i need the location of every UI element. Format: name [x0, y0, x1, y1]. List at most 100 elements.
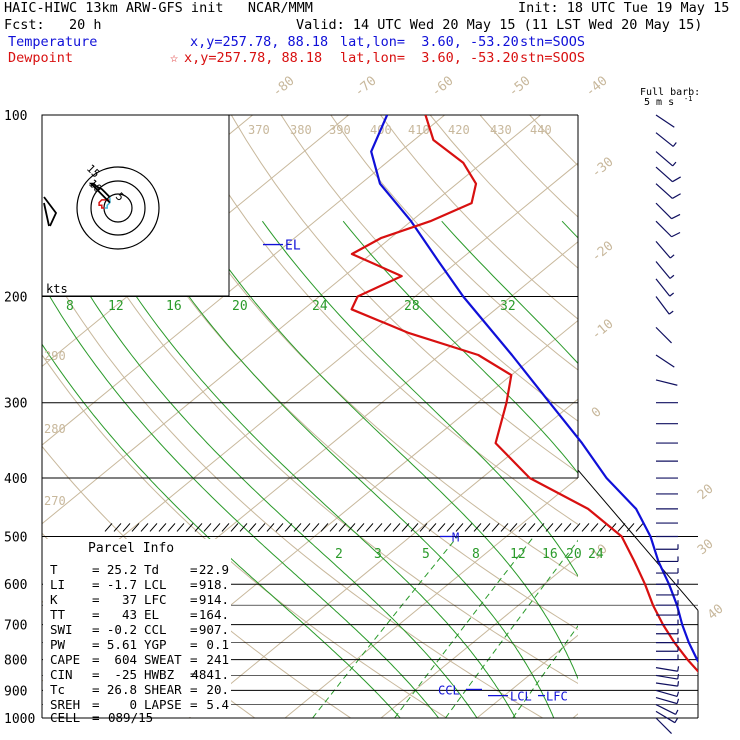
wind-barb — [655, 717, 672, 734]
freezing-level-hatch — [527, 523, 536, 532]
parcel-eq1: = — [92, 697, 100, 712]
dewpoint-profile-line — [350, 115, 698, 673]
isotherm-label-group: -20 — [589, 238, 617, 265]
wind-barb-shaft — [655, 697, 678, 705]
moist-adiabat-label: 16 — [166, 299, 182, 314]
mixing-ratio-label: 8 — [472, 547, 480, 562]
parcel-eq2: = — [190, 607, 198, 622]
wind-barb-full — [671, 213, 681, 220]
theta-label: 270 — [44, 494, 66, 508]
parcel-val1: -0.2 — [107, 622, 137, 637]
isotherm-line — [476, 634, 578, 718]
theta-label: 430 — [490, 123, 512, 137]
wind-barb — [656, 610, 679, 616]
wind-barb-shaft — [655, 202, 672, 220]
temperature-latlon: lat,lon= 3.60, -53.20 — [340, 34, 519, 50]
mixing-ratio-label: 24 — [588, 547, 604, 562]
parcel-eq2: = — [190, 622, 198, 637]
wind-barb-half — [669, 274, 675, 279]
parcel-eq1: = — [92, 682, 100, 697]
parcel-val2: 4841. — [191, 667, 229, 682]
wind-barb — [656, 568, 679, 574]
moist-adiabat-label: 28 — [404, 299, 420, 314]
parcel-info-row: Tc = 26.8 SHEAR = 20. — [50, 682, 229, 697]
pressure-label: 800 — [4, 654, 27, 669]
wind-barb — [656, 619, 679, 626]
theta-label: 370 — [248, 123, 270, 137]
parcel-val1: 604 — [114, 652, 137, 667]
freezing-level-hatch — [563, 523, 572, 532]
wind-barb — [655, 689, 680, 698]
freezing-level-hatch — [104, 523, 113, 532]
moist-adiabat-label: 24 — [312, 299, 328, 314]
parcel-val2: 0.1 — [206, 637, 229, 652]
wind-barb-shaft — [655, 240, 671, 259]
hodograph-axis-label: kts — [46, 282, 68, 296]
forecast-hour: Fcst: 20 h — [4, 17, 102, 33]
isotherm-label-group: 40 — [705, 602, 727, 624]
wind-barb-shaft — [655, 667, 678, 672]
freezing-level-hatch — [419, 523, 428, 532]
parcel-eq1: = — [92, 592, 100, 607]
wind-barb — [656, 637, 679, 644]
wind-barb — [656, 556, 679, 563]
hodograph-upper-trace — [88, 182, 111, 204]
mixing-ratio-label: 5 — [422, 547, 430, 562]
parcel-eq2: = — [190, 592, 198, 607]
pressure-label: 600 — [4, 578, 27, 593]
freezing-level-hatch — [266, 523, 275, 532]
dry-adiabat-line — [479, 115, 578, 218]
wind-barb-shaft — [655, 220, 672, 238]
parcel-info-row: T = 25.2 Td = 22.9 — [50, 562, 229, 577]
parcel-info-row: LI = -1.7 LCL = 918. — [50, 577, 229, 592]
freezing-level-hatch — [500, 523, 509, 532]
freezing-level-hatch — [194, 523, 203, 532]
wind-barb-half — [677, 674, 680, 680]
wind-barb — [656, 600, 679, 606]
parcel-key1: TT — [50, 607, 66, 622]
freezing-level-hatch — [158, 523, 167, 532]
el-label: EL — [285, 239, 301, 254]
wind-barb-shaft — [655, 379, 678, 386]
wind-barb — [656, 646, 679, 652]
model-title: HAIC-HIWC 13km ARW-GFS init NCAR/MMM — [4, 0, 313, 16]
mixing-ratio-label: 20 — [566, 547, 582, 562]
barb-legend-line1: Full barb: — [640, 87, 700, 98]
lfc-label: LFC — [546, 690, 568, 704]
dry-adiabat-line — [330, 115, 578, 371]
level-markers: EL M CCL LCL LFC — [263, 239, 568, 704]
parcel-eq1: = — [92, 577, 100, 592]
parcel-key1: K — [50, 592, 58, 607]
moist-adiabat-line — [703, 221, 740, 718]
wind-barb-half — [674, 718, 678, 723]
wind-barb-half — [669, 254, 675, 259]
hodograph-mid-trace — [104, 197, 111, 209]
parcel-key1: Tc — [50, 682, 65, 697]
parcel-key2: YGP — [144, 637, 167, 652]
wind-barb-shaft — [655, 689, 678, 698]
wind-barb — [655, 114, 675, 128]
freezing-level-hatch — [329, 523, 338, 532]
freezing-level-hatch — [275, 523, 284, 532]
isotherm-label: 40 — [705, 602, 727, 624]
pressure-label: 300 — [4, 397, 27, 412]
freezing-level-hatch — [203, 523, 212, 532]
parcel-val2: 241 — [206, 652, 229, 667]
wind-barbs: Full barb:5 m s -1 — [640, 87, 700, 734]
moist-adiabat-line — [42, 282, 439, 718]
parcel-val1: 37 — [122, 592, 137, 607]
lcl-label: LCL — [510, 690, 532, 704]
parcel-cell-label: CELL — [50, 710, 80, 725]
isotherm-label: -40 — [583, 73, 611, 100]
freezing-level-hatch — [509, 523, 518, 532]
wind-barb-shaft — [655, 354, 675, 368]
wind-barb-half — [677, 666, 680, 672]
mixing-ratio-label: 2 — [335, 547, 343, 562]
freezing-level-hatch — [356, 523, 365, 532]
parcel-eq1: = — [92, 607, 100, 622]
isotherm-line — [284, 477, 578, 718]
freezing-level-hatch — [392, 523, 401, 532]
wind-barb-shaft — [655, 278, 671, 297]
